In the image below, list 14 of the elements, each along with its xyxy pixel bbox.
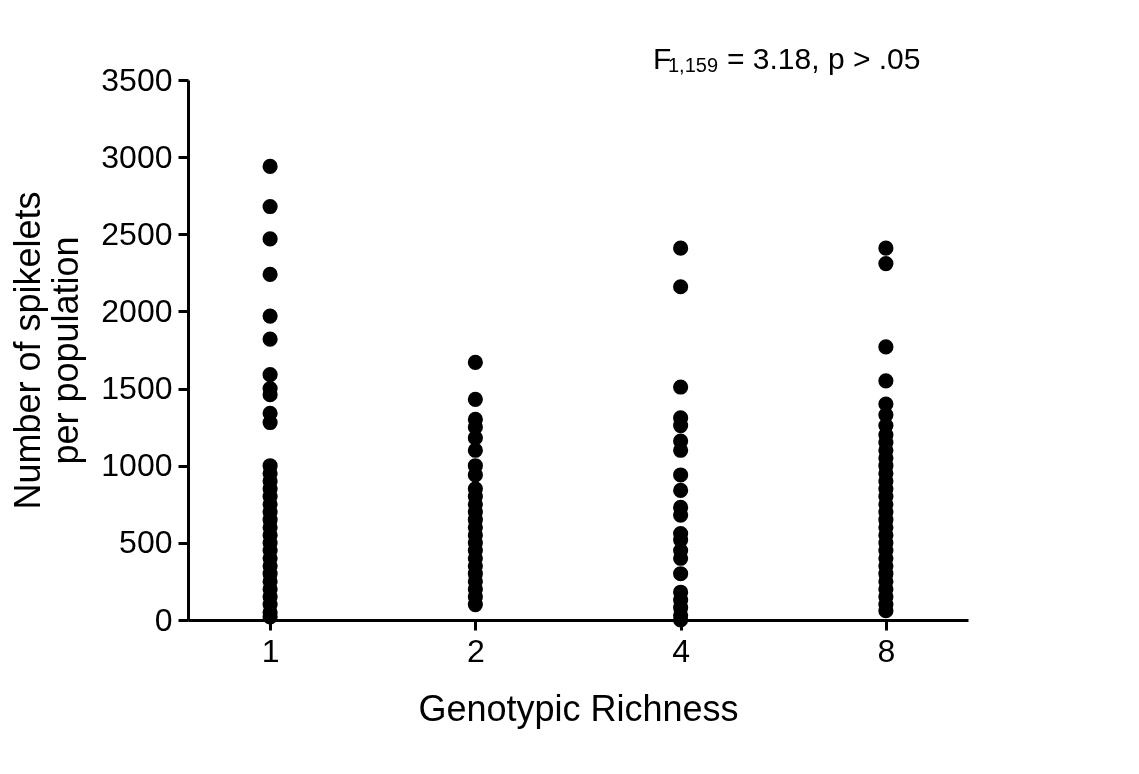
y-axis-title: Number of spikelets per population bbox=[7, 191, 87, 510]
x-tick-label: 8 bbox=[877, 632, 896, 669]
y-tick-label: 500 bbox=[119, 524, 173, 561]
y-tick-label: 3000 bbox=[101, 138, 173, 175]
x-tick-label: 4 bbox=[672, 632, 691, 669]
y-tick-label: 1500 bbox=[101, 370, 173, 407]
y-tick-label: 0 bbox=[154, 601, 173, 638]
x-axis-title: Genotypic Richness bbox=[418, 687, 739, 729]
y-tick-label: 2000 bbox=[101, 292, 173, 329]
x-tick-label: 1 bbox=[261, 632, 280, 669]
y-tick-label: 1000 bbox=[101, 447, 173, 484]
y-tick-label: 3500 bbox=[101, 61, 173, 98]
x-tick-label: 2 bbox=[466, 632, 485, 669]
y-tick-label: 2500 bbox=[101, 215, 173, 252]
